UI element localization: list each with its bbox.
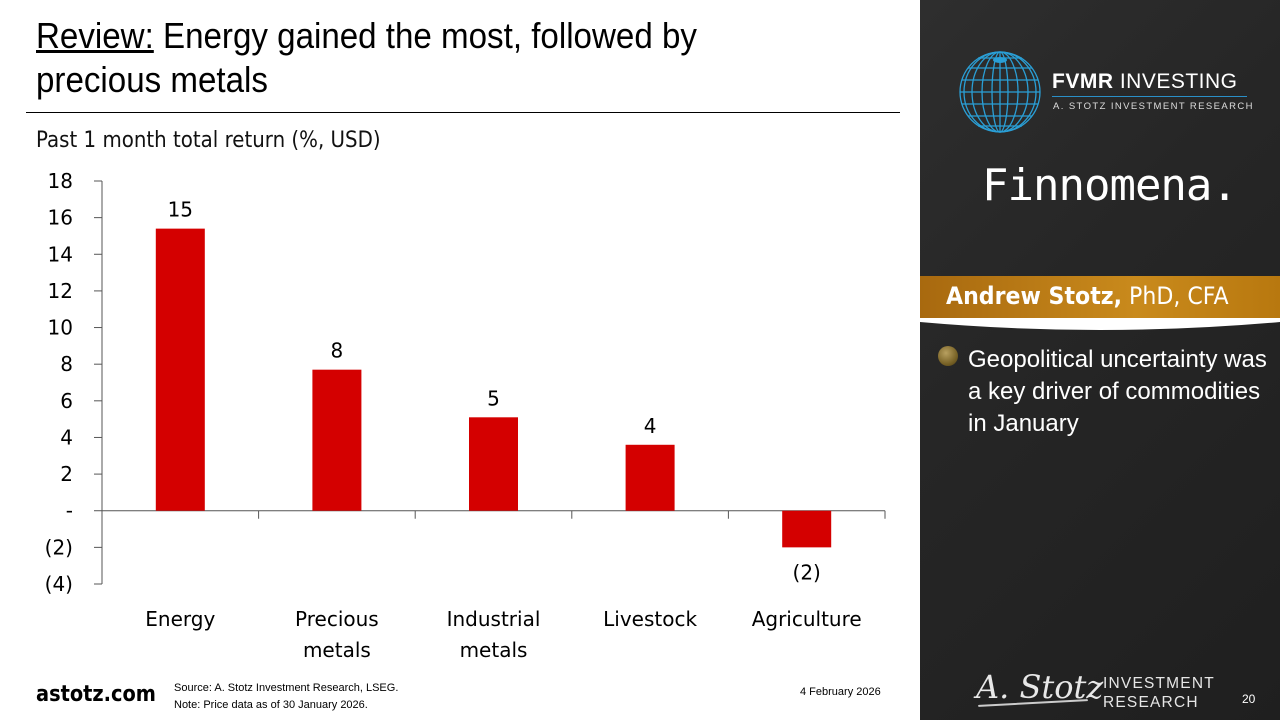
brand-divider: [1052, 96, 1247, 97]
price-note: Note: Price data as of 30 January 2026.: [174, 699, 368, 711]
bullet-point: Geopolitical uncertainty was a key drive…: [968, 346, 1267, 437]
partner-logo: Finnomena.: [982, 160, 1238, 211]
slide-title: Review: Energy gained the most, followed…: [36, 14, 827, 102]
title-text: Energy gained the most, followed by prec…: [36, 15, 697, 100]
bar: [155, 228, 205, 511]
slide-date: 4 February 2026: [800, 686, 881, 698]
y-tick-label: 10: [48, 316, 73, 340]
bullet-globe-icon: [938, 346, 958, 366]
y-tick-label: 18: [48, 169, 73, 193]
data-label: 15: [168, 198, 193, 222]
sidebar: FVMR INVESTING A. STOTZ INVESTMENT RESEA…: [920, 0, 1280, 720]
presenter-name-bold: Andrew Stotz,: [946, 282, 1122, 310]
presenter-credentials: PhD, CFA: [1121, 282, 1229, 310]
y-tick-label: 16: [48, 206, 73, 230]
y-tick-label: -: [66, 499, 73, 523]
category-label: Energy: [145, 607, 215, 631]
logo-text: INVESTMENT RESEARCH: [1103, 674, 1215, 712]
data-label: 4: [644, 414, 657, 438]
category-label: metals: [303, 638, 371, 662]
title-divider: [26, 112, 900, 113]
presenter-name: Andrew Stotz, PhD, CFA: [946, 282, 1229, 310]
category-label: Precious: [295, 607, 379, 631]
data-label: (2): [793, 560, 821, 584]
brand-rest: INVESTING: [1113, 70, 1238, 93]
footer-notes: Source: A. Stotz Investment Research, LS…: [174, 680, 398, 714]
category-label: Agriculture: [752, 607, 862, 631]
brand-bold: FVMR: [1052, 70, 1114, 93]
fvmr-brand: FVMR INVESTING: [1052, 70, 1238, 94]
data-label: 5: [487, 386, 500, 410]
data-label: 8: [331, 339, 344, 363]
chart-subtitle: Past 1 month total return (%, USD): [36, 128, 381, 153]
bar-chart: 18 16 14 12 10 8 6 4 2 - (2) (4) 15 Energy 8 Precious me…: [45, 169, 886, 662]
category-label: Industrial: [447, 607, 541, 631]
y-tick-label: 14: [48, 242, 73, 266]
bar: [312, 369, 362, 511]
category-label: metals: [460, 638, 528, 662]
brand-subtitle: A. STOTZ INVESTMENT RESEARCH: [1053, 101, 1254, 112]
globe-logo-icon: [959, 51, 1041, 133]
category-label: Livestock: [603, 607, 697, 631]
bar: [782, 510, 832, 548]
y-tick-label: 6: [60, 389, 73, 413]
bar: [625, 444, 675, 511]
y-tick-label: 8: [60, 352, 73, 376]
logo-line-1: INVESTMENT: [1103, 675, 1215, 692]
slide-content: Review: Energy gained the most, followed…: [26, 14, 900, 714]
y-tick-label: (4): [45, 572, 73, 596]
bar: [469, 417, 518, 511]
y-tick-label: 2: [60, 462, 73, 486]
source-note: Source: A. Stotz Investment Research, LS…: [174, 682, 399, 694]
y-tick-label: 12: [48, 279, 73, 303]
y-tick-label: 4: [60, 425, 73, 449]
y-tick-label: (2): [45, 535, 73, 559]
banner-curve: [920, 318, 1280, 330]
presenter-banner: [920, 276, 1280, 320]
footer-website[interactable]: astotz.com: [36, 682, 156, 707]
page-number: 20: [1242, 692, 1256, 706]
title-prefix: Review:: [36, 15, 154, 56]
logo-line-2: RESEARCH: [1103, 694, 1199, 711]
